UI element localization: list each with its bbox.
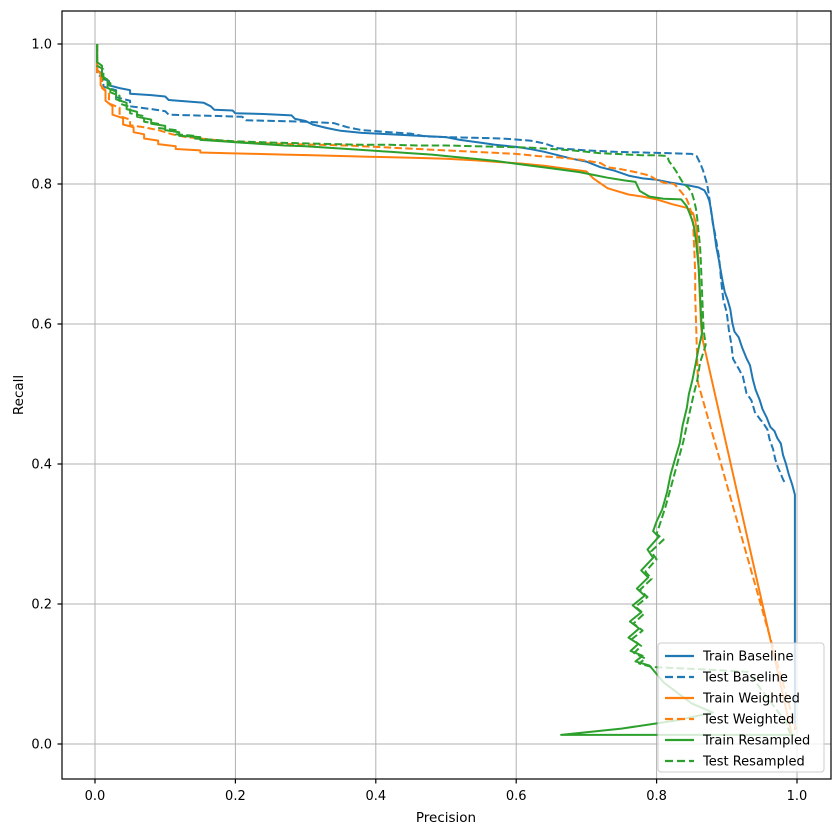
x-tick-label: 0.6 xyxy=(506,789,527,804)
plot-border xyxy=(61,10,832,780)
x-tick-label: 0.0 xyxy=(85,789,106,804)
legend-entry-train-baseline: Train Baseline xyxy=(665,650,793,665)
x-tick-label: 0.4 xyxy=(365,789,386,804)
x-tick-label: 0.2 xyxy=(225,789,246,804)
legend-box xyxy=(657,642,825,773)
series-lines xyxy=(96,44,798,736)
x-tick-label: 1.0 xyxy=(787,789,808,804)
legend-entry-label: Test Baseline xyxy=(702,671,788,686)
y-tick-label: 0.6 xyxy=(31,318,52,333)
series-train-resampled xyxy=(96,44,795,736)
legend-entry-label: Test Resampled xyxy=(702,755,805,770)
legend-entry-label: Test Weighted xyxy=(702,713,794,728)
series-train-weighted xyxy=(96,44,794,736)
y-tick-label: 0.0 xyxy=(31,738,52,753)
y-tick-label: 0.4 xyxy=(31,458,52,473)
y-tick-label: 0.2 xyxy=(31,598,52,613)
x-tick-label: 0.8 xyxy=(646,789,667,804)
x-axis-label: Precision xyxy=(416,810,476,826)
legend: Train Baseline Test Baseline Train Weighte… xyxy=(657,642,825,773)
legend-entry-label: Train Baseline xyxy=(702,650,793,665)
legend-entry-label: Train Weighted xyxy=(702,692,800,707)
legend-entry-test-baseline: Test Baseline xyxy=(665,671,788,686)
y-tick-label: 1.0 xyxy=(31,38,52,53)
series-train-baseline xyxy=(96,44,796,730)
legend-entry-test-resampled: Test Resampled xyxy=(665,755,805,770)
series-test-baseline xyxy=(96,44,787,485)
legend-entry-label: Train Resampled xyxy=(702,734,810,749)
axes: 0.0 0.2 0.4 0.6 0.8 1.0 0.0 0.2 0.4 0.6 0.8 1.0 xyxy=(31,10,832,804)
y-tick-label: 0.8 xyxy=(31,178,52,193)
legend-entry-train-resampled: Train Resampled xyxy=(665,734,810,749)
y-axis-label: Recall xyxy=(11,375,27,415)
legend-entry-train-weighted: Train Weighted xyxy=(665,692,800,707)
series-test-resampled xyxy=(96,44,791,734)
legend-entry-test-weighted: Test Weighted xyxy=(665,713,794,728)
